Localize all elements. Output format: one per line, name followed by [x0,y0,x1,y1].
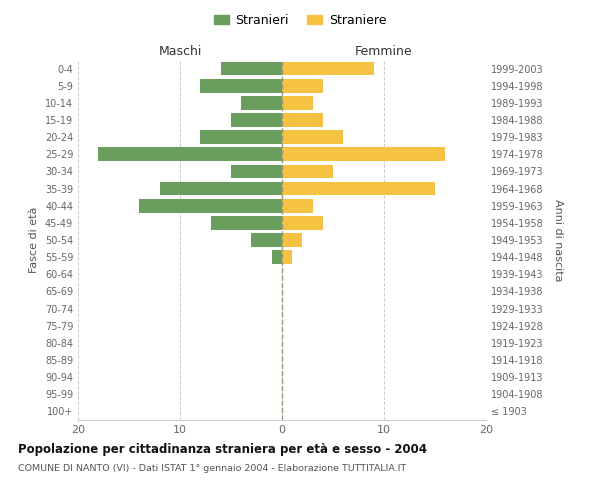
Y-axis label: Fasce di età: Fasce di età [29,207,39,273]
Text: COMUNE DI NANTO (VI) - Dati ISTAT 1° gennaio 2004 - Elaborazione TUTTITALIA.IT: COMUNE DI NANTO (VI) - Dati ISTAT 1° gen… [18,464,406,473]
Bar [160,182,282,196]
Bar [231,113,282,127]
Bar [98,148,282,161]
Bar [282,250,292,264]
Bar [282,199,313,212]
Y-axis label: Anni di nascita: Anni di nascita [553,198,563,281]
Bar [211,216,282,230]
Bar [282,79,323,92]
Bar [282,164,333,178]
Bar [139,199,282,212]
Bar [282,148,445,161]
Bar [231,164,282,178]
Bar [251,233,282,247]
Bar [282,130,343,144]
Bar [282,233,302,247]
Bar [282,182,435,196]
Bar [221,62,282,76]
Bar [272,250,282,264]
Bar [282,113,323,127]
Bar [200,79,282,92]
Bar [282,96,313,110]
Text: Femmine: Femmine [355,46,413,59]
Text: Popolazione per cittadinanza straniera per età e sesso - 2004: Popolazione per cittadinanza straniera p… [18,442,427,456]
Legend: Stranieri, Straniere: Stranieri, Straniere [209,8,391,32]
Bar [282,216,323,230]
Bar [200,130,282,144]
Text: Maschi: Maschi [158,46,202,59]
Bar [282,62,374,76]
Bar [241,96,282,110]
